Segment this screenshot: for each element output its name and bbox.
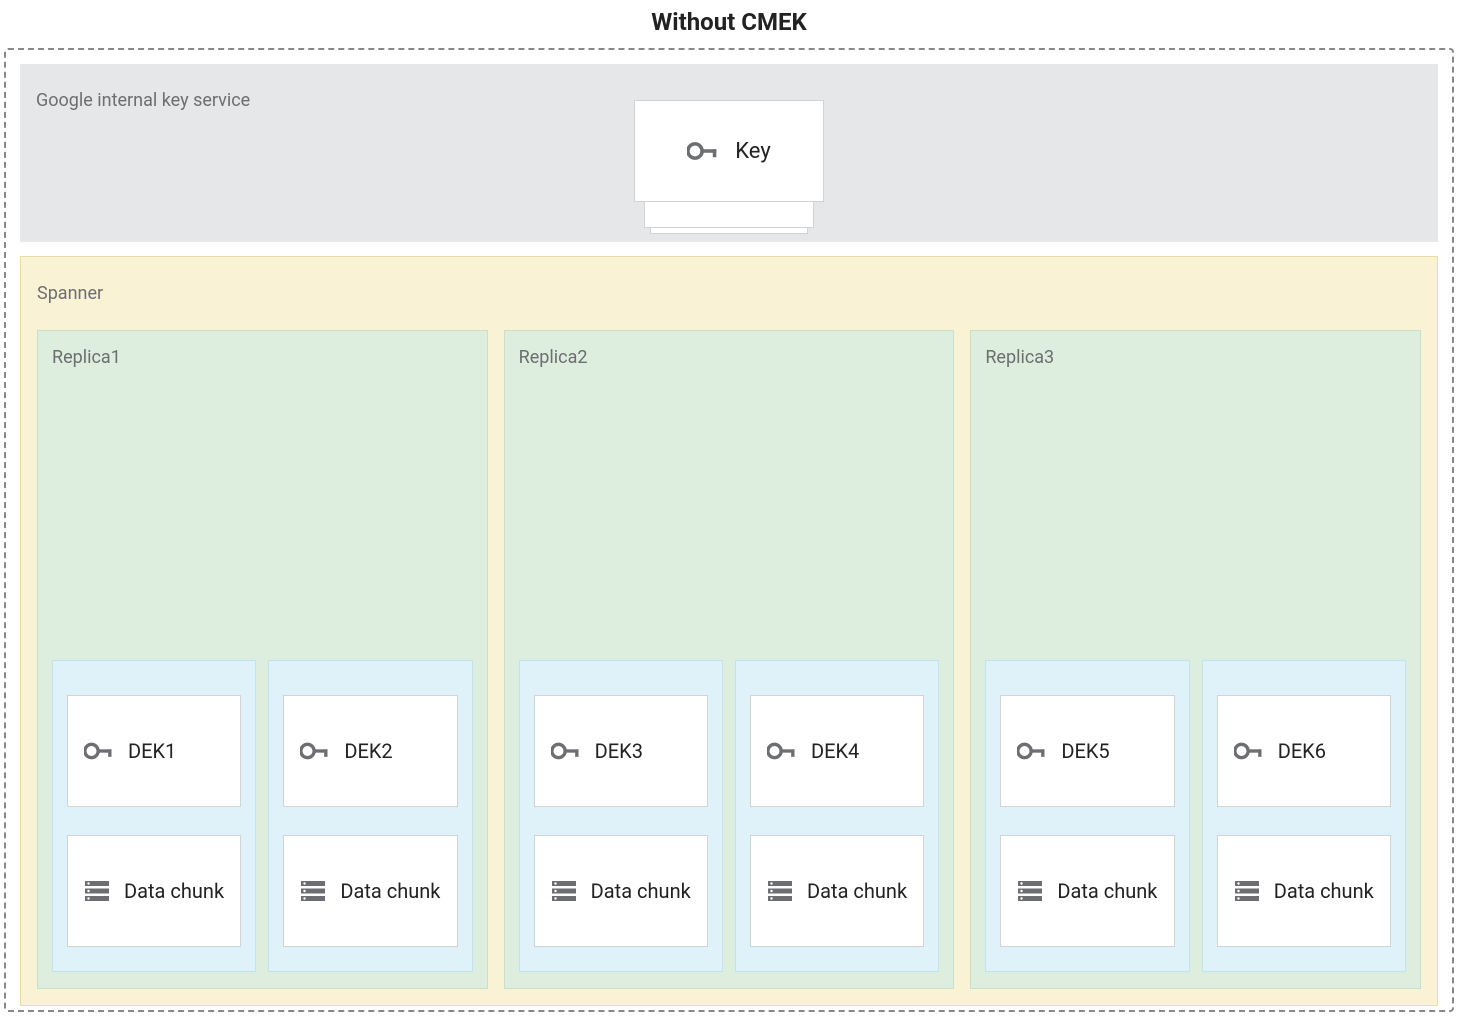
key-card: Key bbox=[634, 100, 824, 202]
storage-icon bbox=[1017, 879, 1043, 903]
data-chunk-label: Data chunk bbox=[1057, 879, 1157, 903]
chunk-panel: DEK5 Data chunk bbox=[985, 660, 1189, 972]
chunks-row: DEK3 Data chunk DEK4 bbox=[519, 660, 940, 972]
key-card-stack: Key bbox=[634, 100, 824, 240]
dek-label: DEK3 bbox=[595, 739, 643, 763]
storage-icon bbox=[1234, 879, 1260, 903]
key-icon bbox=[1017, 742, 1047, 760]
chunk-panel: DEK3 Data chunk bbox=[519, 660, 723, 972]
storage-icon bbox=[300, 879, 326, 903]
data-chunk-label: Data chunk bbox=[340, 879, 440, 903]
data-chunk-label: Data chunk bbox=[807, 879, 907, 903]
dek-card: DEK4 bbox=[750, 695, 924, 807]
dek-label: DEK6 bbox=[1278, 739, 1326, 763]
replica-panel: Replica1 DEK1 Data chunk bbox=[37, 330, 488, 989]
storage-icon bbox=[551, 879, 577, 903]
spanner-label: Spanner bbox=[37, 283, 1421, 304]
data-chunk-card: Data chunk bbox=[283, 835, 457, 947]
dek-card: DEK3 bbox=[534, 695, 708, 807]
data-chunk-label: Data chunk bbox=[124, 879, 224, 903]
diagram-title: Without CMEK bbox=[4, 0, 1454, 48]
storage-icon bbox=[84, 879, 110, 903]
spanner-panel: Spanner Replica1 DEK1 Data c bbox=[20, 256, 1438, 1006]
dek-label: DEK2 bbox=[344, 739, 392, 763]
dek-label: DEK1 bbox=[128, 739, 176, 763]
dek-card: DEK6 bbox=[1217, 695, 1391, 807]
key-icon bbox=[300, 742, 330, 760]
replica-label: Replica2 bbox=[519, 347, 940, 368]
chunks-row: DEK5 Data chunk DEK6 bbox=[985, 660, 1406, 972]
dek-label: DEK4 bbox=[811, 739, 859, 763]
data-chunk-card: Data chunk bbox=[750, 835, 924, 947]
data-chunk-label: Data chunk bbox=[591, 879, 691, 903]
key-service-panel: Google internal key service Key bbox=[20, 64, 1438, 242]
data-chunk-card: Data chunk bbox=[534, 835, 708, 947]
replica-label: Replica1 bbox=[52, 347, 473, 368]
chunks-row: DEK1 Data chunk DEK2 bbox=[52, 660, 473, 972]
storage-icon bbox=[767, 879, 793, 903]
key-icon bbox=[551, 742, 581, 760]
replicas-row: Replica1 DEK1 Data chunk bbox=[37, 330, 1421, 989]
replica-panel: Replica3 DEK5 Data chunk bbox=[970, 330, 1421, 989]
key-card-label: Key bbox=[735, 139, 770, 164]
chunk-panel: DEK1 Data chunk bbox=[52, 660, 256, 972]
dek-card: DEK5 bbox=[1000, 695, 1174, 807]
diagram-border: Google internal key service Key Spanner bbox=[4, 48, 1454, 1012]
replica-label: Replica3 bbox=[985, 347, 1406, 368]
chunk-panel: DEK2 Data chunk bbox=[268, 660, 472, 972]
key-icon bbox=[1234, 742, 1264, 760]
data-chunk-label: Data chunk bbox=[1274, 879, 1374, 903]
key-icon bbox=[84, 742, 114, 760]
data-chunk-card: Data chunk bbox=[67, 835, 241, 947]
diagram-container: Without CMEK Google internal key service… bbox=[0, 0, 1458, 1021]
key-icon bbox=[767, 742, 797, 760]
chunk-panel: DEK4 Data chunk bbox=[735, 660, 939, 972]
data-chunk-card: Data chunk bbox=[1000, 835, 1174, 947]
dek-card: DEK1 bbox=[67, 695, 241, 807]
data-chunk-card: Data chunk bbox=[1217, 835, 1391, 947]
dek-card: DEK2 bbox=[283, 695, 457, 807]
chunk-panel: DEK6 Data chunk bbox=[1202, 660, 1406, 972]
dek-label: DEK5 bbox=[1061, 739, 1109, 763]
replica-panel: Replica2 DEK3 Data chunk bbox=[504, 330, 955, 989]
key-icon bbox=[687, 141, 719, 161]
